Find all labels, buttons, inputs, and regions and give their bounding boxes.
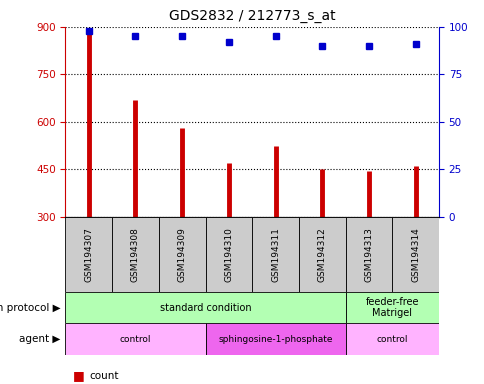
Text: agent ▶: agent ▶ <box>19 334 60 344</box>
Bar <box>65 323 205 355</box>
Text: GSM194307: GSM194307 <box>84 227 93 282</box>
Text: GSM194312: GSM194312 <box>317 227 326 282</box>
Bar <box>345 292 438 323</box>
Text: growth protocol ▶: growth protocol ▶ <box>0 303 60 313</box>
Bar <box>298 217 345 292</box>
Text: ■: ■ <box>73 369 84 382</box>
Text: GSM194314: GSM194314 <box>410 227 419 282</box>
Text: GSM194311: GSM194311 <box>271 227 279 282</box>
Bar <box>112 217 158 292</box>
Text: control: control <box>120 334 151 344</box>
Bar <box>205 323 345 355</box>
Bar <box>345 323 438 355</box>
Text: standard condition: standard condition <box>159 303 251 313</box>
Text: sphingosine-1-phosphate: sphingosine-1-phosphate <box>218 334 332 344</box>
Text: control: control <box>376 334 407 344</box>
Bar <box>345 217 392 292</box>
Text: GSM194310: GSM194310 <box>224 227 233 282</box>
Text: count: count <box>90 371 119 381</box>
Bar <box>158 217 205 292</box>
Bar <box>205 217 252 292</box>
Text: GSM194313: GSM194313 <box>363 227 373 282</box>
Text: GSM194309: GSM194309 <box>177 227 186 282</box>
Text: GSM194308: GSM194308 <box>131 227 140 282</box>
Bar <box>252 217 298 292</box>
Bar <box>65 217 112 292</box>
Bar <box>65 292 345 323</box>
Text: feeder-free
Matrigel: feeder-free Matrigel <box>365 297 418 318</box>
Bar <box>392 217 438 292</box>
Title: GDS2832 / 212773_s_at: GDS2832 / 212773_s_at <box>168 9 335 23</box>
